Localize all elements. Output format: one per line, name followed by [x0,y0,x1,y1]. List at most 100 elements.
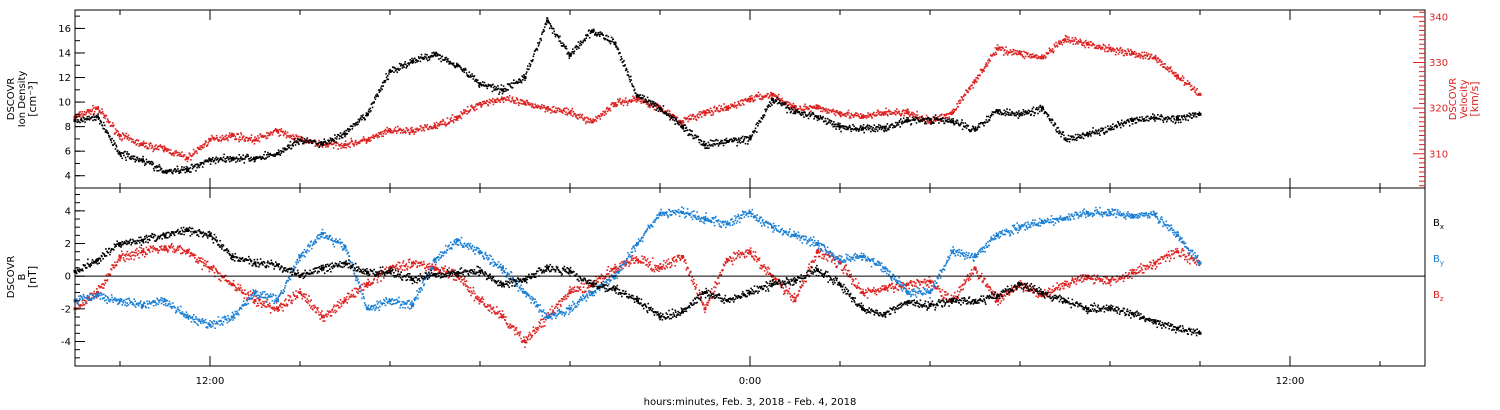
trace-point [430,127,432,130]
trace-point [474,80,476,82]
trace-point [266,137,269,139]
trace-point [865,126,867,128]
trace-point [1180,115,1183,117]
trace-point [339,144,342,146]
trace-point [474,297,477,299]
trace-point [482,298,485,301]
trace-point [492,307,494,310]
trace-point [213,136,215,139]
trace-point [1146,55,1148,57]
trace-point [1194,90,1196,93]
trace-point [501,92,504,95]
trace-point [386,75,389,77]
trace-point [243,162,246,164]
trace-point [1057,126,1060,129]
trace-point [1123,49,1126,52]
trace-point [1195,89,1197,91]
trace-point [676,116,679,119]
trace-point [1037,108,1040,110]
trace-point [296,141,298,144]
trace-point [504,98,507,100]
trace-point [455,118,458,121]
trace-point [300,139,302,142]
trace-point [1178,77,1180,80]
trace-point [568,51,570,54]
trace-point [887,127,890,129]
trace-point [1173,117,1175,120]
trace-point [253,302,256,305]
trace-point [164,147,166,149]
trace-point [458,278,460,281]
trace-point [81,304,83,307]
trace-point [392,131,395,133]
trace-point [577,41,580,43]
trace-point [752,100,755,103]
trace-point [1070,135,1072,138]
trace-point [538,105,541,108]
trace-point [205,141,207,143]
trace-point [398,262,401,264]
trace-point [365,142,368,144]
trace-point [83,111,86,113]
trace-point [1013,49,1016,52]
y-tick-label: 10 [58,98,71,109]
trace-point [517,81,520,83]
trace-point [774,101,776,103]
trace-point [284,304,287,307]
trace-point [789,108,791,111]
trace-point [120,152,123,154]
trace-point [201,161,203,164]
trace-point [689,114,692,116]
trace-point [999,47,1001,50]
trace-point [874,130,877,133]
trace-point [907,117,909,119]
trace-point [1183,84,1186,86]
trace-point [203,262,206,265]
trace-point [493,99,496,101]
trace-point [129,252,131,255]
trace-point [572,115,574,118]
trace-point [588,29,590,31]
trace-point [439,54,441,57]
trace-point [307,140,310,143]
trace-point [803,116,805,118]
trace-point [163,249,166,252]
trace-point [1013,53,1015,55]
trace-point [128,153,130,156]
trace-point [570,52,573,55]
trace-point [633,88,636,91]
trace-point [1128,124,1131,127]
trace-point [325,314,327,317]
trace-point [405,263,408,265]
trace-point [412,130,415,133]
trace-point [664,112,666,115]
trace-point [1004,52,1007,55]
data-point [1041,56,1044,60]
trace-point [140,252,142,254]
trace-point [131,155,133,158]
trace-point [1051,48,1054,50]
trace-point [1096,133,1099,135]
trace-point [293,135,295,138]
trace-point [282,134,285,137]
trace-point [859,117,862,120]
trace-point [1067,138,1069,140]
trace-point [329,142,331,144]
trace-point [985,62,988,64]
trace-point [393,266,396,269]
trace-point [975,76,977,79]
trace-point [462,68,465,70]
trace-point [610,40,612,43]
trace-point [350,295,353,298]
trace-point [345,129,348,132]
trace-point [1099,47,1102,49]
trace-point [1009,49,1012,51]
trace-point [220,140,222,142]
trace-point [197,165,199,167]
trace-point [289,144,291,147]
trace-point [330,315,333,317]
trace-point [870,115,873,118]
trace-point [123,154,125,157]
trace-point [1012,48,1015,51]
trace-point [705,111,707,114]
